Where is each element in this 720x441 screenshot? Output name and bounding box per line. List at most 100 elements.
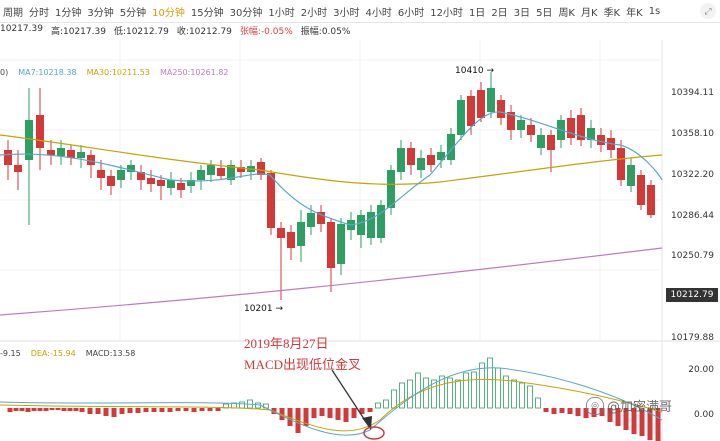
period-tab[interactable]: 3分钟 (87, 7, 114, 19)
period-tab[interactable]: 3小时 (333, 7, 360, 19)
macd-bar (583, 408, 589, 418)
macd-bar (7, 408, 13, 412)
price-axis-label: 10358.10 (671, 129, 714, 139)
macd-bar (319, 408, 325, 416)
period-tab[interactable]: 15分钟 (190, 7, 224, 19)
candle-body (157, 180, 165, 186)
period-tab[interactable]: 6小时 (397, 7, 425, 19)
macd-bar (407, 379, 413, 409)
macd-bar (399, 382, 405, 409)
period-tab[interactable]: 10分钟 (152, 7, 185, 19)
period-tab[interactable]: 1小时 (268, 7, 295, 19)
macd-bar (135, 408, 141, 413)
candle-body (477, 90, 485, 118)
period-tab[interactable]: 2小时 (300, 7, 328, 19)
macd-bar (303, 408, 309, 426)
period-tab[interactable]: 5分钟 (119, 7, 147, 19)
macd-bar (487, 357, 493, 409)
period-tab[interactable]: 3日 (513, 7, 531, 19)
low-value: 低:10212.79 (113, 27, 169, 37)
period-tab[interactable]: 月K (581, 7, 598, 19)
candle-body (207, 165, 215, 175)
high-value: 高:10217.39 (50, 27, 106, 37)
candle-body (67, 150, 75, 158)
candle-body (527, 125, 535, 135)
macd-bar (271, 408, 277, 414)
period-tab[interactable]: 12小时 (430, 7, 463, 19)
period-tab[interactable]: 季K (603, 7, 621, 19)
macd-bar (199, 408, 205, 411)
macd-bar (535, 397, 541, 409)
macd-bar (13, 408, 19, 411)
change-value: 张幅:-0.05% (239, 27, 293, 37)
macd-bar (127, 408, 133, 413)
watermark-logo-icon: ◎ (586, 396, 604, 415)
period-tab[interactable]: 1日 (468, 7, 486, 19)
macd-bar (73, 408, 79, 411)
candle-body (547, 135, 555, 150)
period-tab[interactable]: 年K (626, 7, 643, 19)
candle-body (167, 180, 175, 188)
macd-bar (151, 408, 157, 412)
period-tab[interactable]: 4小时 (365, 7, 392, 19)
candle-body (587, 128, 595, 140)
macd-bar (287, 408, 293, 426)
macd-bar (423, 377, 429, 409)
period-tab[interactable]: 1分钟 (55, 7, 82, 19)
macd-bar (503, 375, 509, 409)
candle-body (387, 170, 395, 208)
macd-bar (367, 408, 373, 412)
macd-bar (463, 372, 469, 409)
candle-body (127, 165, 135, 172)
candle-body (14, 165, 22, 172)
macd-bar (167, 408, 173, 412)
macd-bar (639, 408, 645, 436)
toolbar-icons: ⤢ (700, 3, 720, 19)
golden-cross-circle (363, 426, 385, 440)
candle-body (577, 115, 585, 140)
period-tab[interactable]: 周期 (3, 7, 23, 19)
macd-bar (37, 408, 43, 411)
candle-body (417, 158, 425, 170)
price-axis-label: 10179.88 (671, 333, 714, 343)
period-tab[interactable]: 周K (558, 7, 575, 19)
macd-bar (455, 379, 461, 409)
candle-body (187, 180, 195, 186)
macd-bar (327, 408, 333, 418)
candle-body (377, 205, 385, 238)
period-tab[interactable]: 2日 (491, 7, 508, 19)
period-tab[interactable]: 5日 (536, 7, 553, 19)
candle-body (57, 148, 65, 156)
current-price-tag: 10212.79 (666, 288, 718, 302)
candle-body (267, 173, 275, 228)
ma250-line (0, 247, 663, 316)
high-point-label: 10410 → (455, 66, 495, 76)
macd-bar (631, 408, 637, 434)
expand-icon[interactable]: ⤢ (700, 3, 716, 19)
candle-body (447, 134, 455, 160)
macd-bar (383, 399, 389, 409)
candle-body (517, 120, 525, 130)
macd-bar (79, 408, 85, 412)
period-tab[interactable]: 分时 (29, 7, 49, 19)
candle-body (237, 167, 245, 172)
candle-body (217, 168, 225, 176)
macd-bar (159, 408, 165, 412)
grid-lines (0, 40, 720, 441)
macd-bar (183, 408, 189, 411)
macd-bar (207, 408, 213, 411)
period-tab[interactable]: 30分钟 (229, 7, 263, 19)
amplitude-value: 振幅:0.05% (300, 27, 351, 37)
macd-bar (551, 408, 557, 414)
annotation-text: MACD出现低位金叉 (244, 357, 362, 372)
candle-body (327, 222, 335, 268)
candle-body (427, 155, 435, 165)
macd-bar (239, 401, 245, 409)
dif-line (0, 367, 663, 436)
candle-body (617, 148, 625, 180)
period-tab[interactable]: 1s (648, 5, 661, 17)
candle-body (117, 170, 125, 180)
ma250-value: MA250:10261.82 (159, 68, 229, 77)
candle-body (507, 112, 515, 130)
candles (4, 72, 655, 300)
